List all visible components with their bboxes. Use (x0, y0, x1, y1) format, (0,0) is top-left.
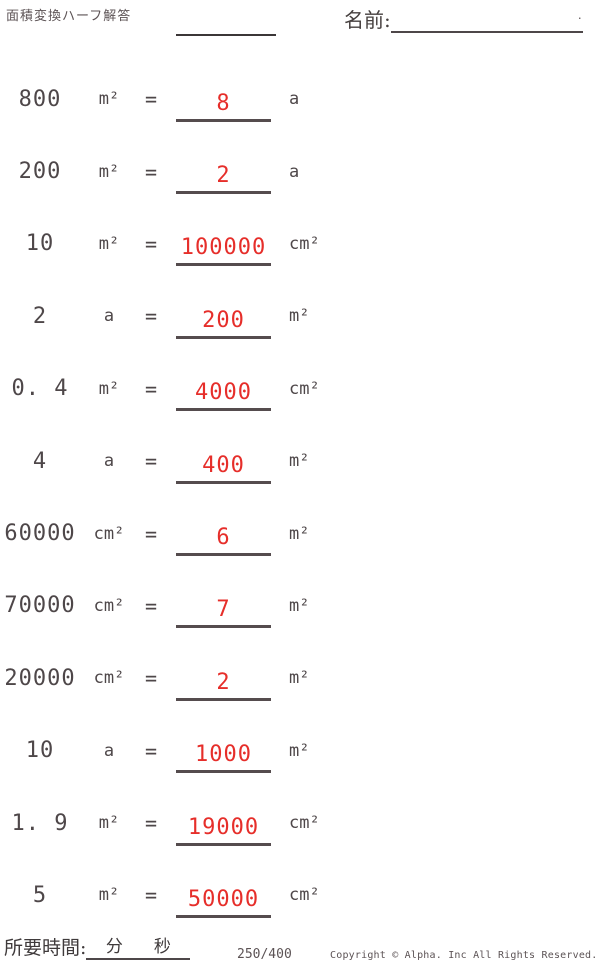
problem-row: 800 m² = 8 a (0, 63, 345, 135)
seconds-label: 秒 (153, 937, 171, 957)
copyright-notice: Copyright © Alpha. Inc All Rights Reserv… (330, 950, 598, 961)
answer-blank: 8 (176, 91, 271, 122)
name-field: 名前: . (344, 4, 583, 33)
problem-unit-from: a (103, 451, 115, 472)
problem-unit-from: a (103, 306, 115, 327)
equals-sign: = (144, 449, 158, 474)
problem-unit-from: m² (98, 885, 120, 906)
equals-sign: = (144, 738, 158, 763)
time-required-label: 所要時間: (4, 937, 87, 959)
problem-row: 60000 cm² = 6 m² (0, 497, 345, 569)
problem-value: 200 (18, 159, 62, 185)
answer-blank: 1000 (176, 742, 271, 774)
equals-sign: = (144, 231, 158, 256)
problem-value: 2 (32, 303, 48, 329)
problem-row: 20000 cm² = 2 m² (0, 642, 345, 714)
problem-unit-to: m² (289, 523, 310, 544)
problem-unit-to: m² (289, 595, 310, 616)
equals-sign: = (144, 521, 158, 546)
problem-value: 5 (32, 882, 48, 908)
problem-unit-to: cm² (289, 233, 320, 254)
answer-blank: 19000 (176, 815, 271, 846)
problem-value: 10 (25, 231, 55, 257)
problem-value: 4 (32, 448, 48, 474)
equals-sign: = (144, 593, 158, 618)
problem-value: 0. 4 (11, 376, 69, 402)
problem-unit-to: m² (289, 451, 310, 472)
problem-row: 4 a = 400 m² (0, 425, 345, 497)
answer-blank: 100000 (176, 235, 271, 267)
problem-row: 10 a = 1000 m² (0, 715, 345, 787)
problem-unit-to: a (289, 89, 300, 110)
problem-row: 5 m² = 50000 cm² (0, 859, 345, 931)
equals-sign: = (144, 159, 158, 184)
problem-unit-from: m² (98, 233, 120, 254)
answer-blank: 4000 (176, 380, 271, 412)
equals-sign: = (144, 87, 158, 112)
problem-unit-to: m² (289, 668, 310, 689)
problem-unit-from: m² (98, 378, 120, 399)
top-blank-line (176, 34, 276, 36)
problem-row: 200 m² = 2 a (0, 135, 345, 207)
minutes-label: 分 (105, 937, 123, 957)
problem-unit-to: m² (289, 740, 310, 761)
progress-counter: 250/400 (237, 947, 292, 962)
problem-value: 70000 (4, 593, 76, 619)
problem-unit-from: m² (98, 161, 120, 182)
problems-list: 800 m² = 8 a 200 m² = 2 a 10 m² = 100000… (0, 63, 345, 932)
problem-unit-from: cm² (93, 595, 125, 616)
problem-unit-to: cm² (289, 885, 320, 906)
problem-value: 800 (18, 86, 62, 112)
answer-blank: 200 (176, 308, 271, 339)
problem-row: 0. 4 m² = 4000 cm² (0, 353, 345, 425)
problem-value: 20000 (4, 665, 76, 691)
answer-blank: 7 (176, 597, 271, 629)
problem-row: 2 a = 200 m² (0, 280, 345, 352)
time-required-field: 所要時間: 分 秒 (4, 933, 191, 960)
name-blank-line: . (390, 11, 583, 33)
problem-unit-from: cm² (93, 668, 125, 689)
problem-unit-to: cm² (289, 813, 320, 834)
name-label: 名前: (344, 8, 391, 32)
problem-unit-to: a (289, 161, 300, 182)
time-blank-line: 分 秒 (86, 936, 191, 960)
answer-blank: 400 (176, 453, 271, 484)
equals-sign: = (144, 304, 158, 329)
problem-row: 1. 9 m² = 19000 cm² (0, 787, 345, 859)
answer-blank: 2 (176, 163, 271, 195)
problem-unit-from: a (103, 740, 115, 761)
answer-blank: 2 (176, 670, 271, 701)
problem-row: 70000 cm² = 7 m² (0, 570, 345, 642)
problem-value: 10 (25, 738, 55, 764)
worksheet-title: 面積変換ハーフ解答 (6, 9, 132, 24)
problem-unit-to: cm² (289, 378, 320, 399)
problem-value: 1. 9 (11, 810, 69, 836)
equals-sign: = (144, 376, 158, 401)
problem-unit-to: m² (289, 306, 310, 327)
problem-unit-from: cm² (93, 523, 125, 544)
equals-sign: = (144, 666, 158, 691)
answer-blank: 6 (176, 525, 271, 557)
problem-unit-from: m² (98, 89, 120, 110)
problem-unit-from: m² (98, 813, 120, 834)
equals-sign: = (144, 883, 158, 908)
answer-blank: 50000 (176, 887, 271, 918)
equals-sign: = (144, 811, 158, 836)
problem-value: 60000 (4, 521, 76, 547)
problem-row: 10 m² = 100000 cm² (0, 208, 345, 280)
